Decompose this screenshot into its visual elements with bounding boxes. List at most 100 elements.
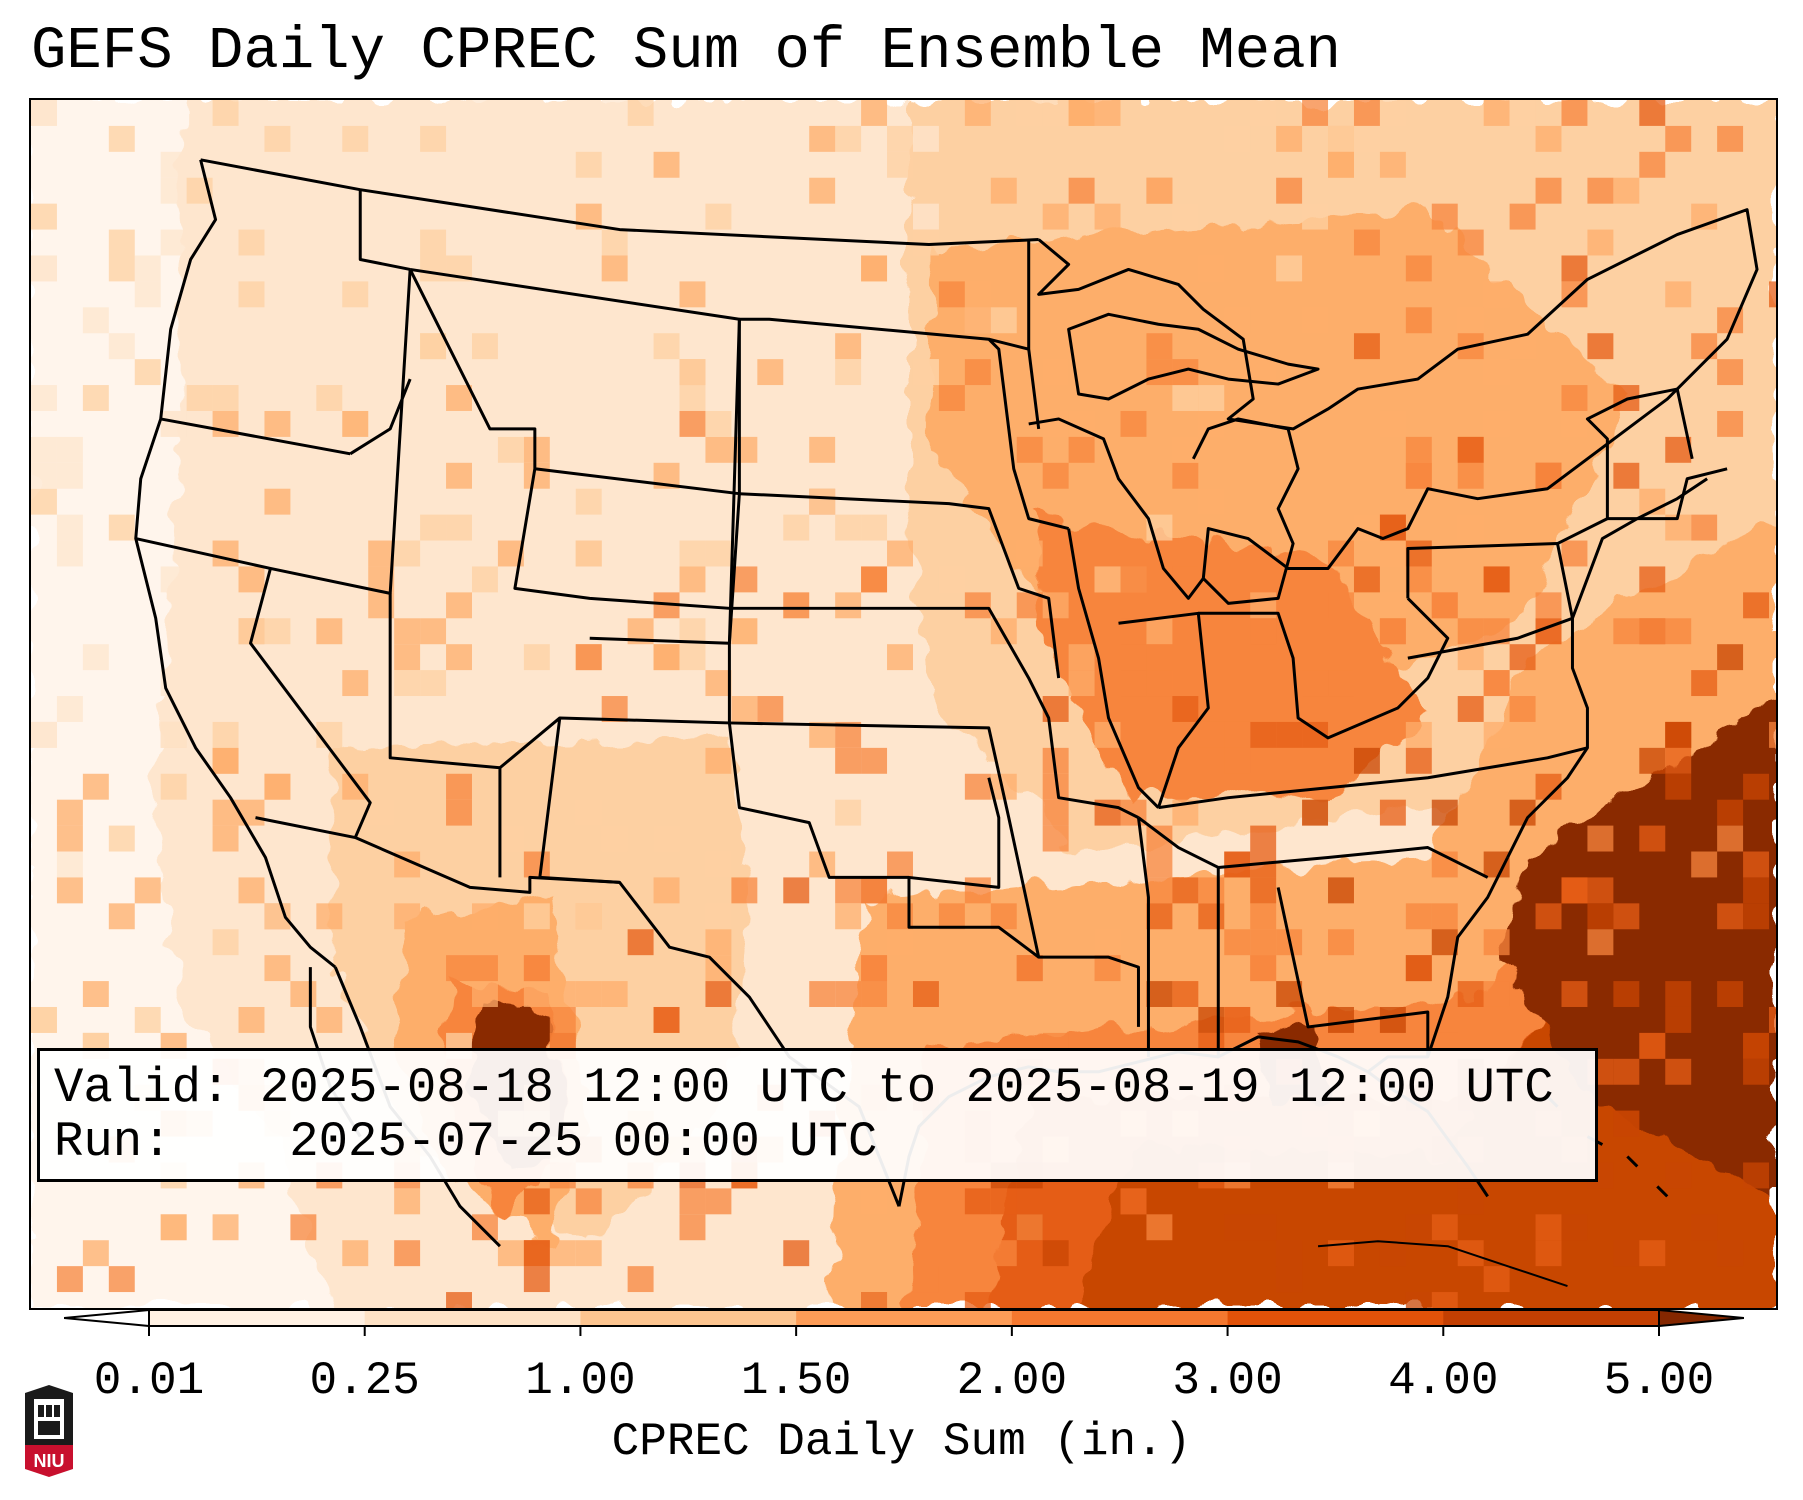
precip-cell xyxy=(56,877,83,904)
precip-cell xyxy=(1042,410,1069,437)
precip-cell xyxy=(783,229,810,256)
precip-cell xyxy=(1587,177,1614,204)
precip-cell xyxy=(887,851,913,878)
precip-cell xyxy=(497,825,524,852)
precip-cell xyxy=(368,229,395,256)
precip-cell xyxy=(134,359,161,386)
precip-cell xyxy=(1665,1006,1692,1033)
precip-cell xyxy=(1172,877,1199,904)
map-title: GEFS Daily CPREC Sum of Ensemble Mean xyxy=(31,18,1342,85)
precip-cell xyxy=(160,177,187,204)
precip-cell xyxy=(1172,566,1199,593)
precip-cell xyxy=(964,773,991,800)
precip-cell xyxy=(964,100,991,126)
precip-cell xyxy=(108,229,135,256)
colorbar-tick-label: 5.00 xyxy=(1603,1355,1715,1407)
precip-cell xyxy=(1405,955,1432,982)
precip-cell xyxy=(1276,255,1303,282)
precip-cell xyxy=(1405,307,1432,334)
precip-cell xyxy=(835,747,862,774)
precip-cell xyxy=(938,566,965,593)
precip-cell xyxy=(212,488,239,515)
precip-cell xyxy=(1457,514,1484,541)
precip-cell xyxy=(887,151,913,178)
precip-cell xyxy=(887,125,913,152)
precip-cell xyxy=(938,281,965,308)
precip-cell xyxy=(549,203,576,230)
precip-cell xyxy=(1743,773,1770,800)
precip-cell xyxy=(1535,903,1562,930)
precip-cell xyxy=(446,644,472,671)
precip-cell xyxy=(1769,1006,1776,1033)
state-line xyxy=(988,239,1041,430)
precip-cell xyxy=(368,540,395,567)
precip-cell xyxy=(835,981,862,1007)
colorbar-bin xyxy=(149,1310,366,1326)
precip-cell xyxy=(420,125,447,152)
precip-cell xyxy=(82,307,109,334)
precip-cell xyxy=(134,255,161,282)
precip-cell xyxy=(1198,385,1225,411)
precip-cell xyxy=(108,255,135,282)
precip-cell xyxy=(1743,1162,1770,1189)
precip-cell xyxy=(990,1188,1017,1215)
precip-cell xyxy=(1613,177,1640,204)
precip-cell xyxy=(316,255,343,282)
precip-cell xyxy=(1379,618,1406,645)
precip-cell xyxy=(316,903,343,930)
precip-cell xyxy=(1691,851,1718,878)
precip-cell xyxy=(964,592,991,619)
precip-cell xyxy=(420,514,447,541)
precip-cell xyxy=(1405,1214,1432,1241)
precip-cell xyxy=(134,877,161,904)
precip-cell xyxy=(264,203,291,230)
precip-cell xyxy=(1535,592,1562,619)
precip-cell xyxy=(653,1006,680,1033)
precip-cell xyxy=(1094,203,1121,230)
precip-cell xyxy=(1717,644,1744,671)
precip-cell xyxy=(1328,670,1354,697)
precip-cell xyxy=(1509,696,1536,722)
precip-cell xyxy=(1250,618,1277,645)
precip-cell xyxy=(238,799,265,826)
precip-cell xyxy=(471,903,498,930)
precip-cell xyxy=(1561,877,1588,904)
precip-cell xyxy=(1743,903,1770,930)
precip-cell xyxy=(679,566,706,593)
precip-cell xyxy=(446,955,472,982)
precip-cell xyxy=(342,281,369,308)
precip-cell xyxy=(238,281,265,308)
precip-cell xyxy=(186,436,213,463)
precip-cell xyxy=(1379,1006,1406,1033)
precip-cell xyxy=(523,462,550,489)
precip-cell xyxy=(523,644,550,671)
precip-cell xyxy=(1691,333,1718,360)
precip-cell xyxy=(783,877,810,904)
precip-cell xyxy=(1042,203,1069,230)
precip-cell xyxy=(783,1240,810,1267)
precip-cell xyxy=(938,903,965,930)
precip-cell xyxy=(394,540,421,567)
precip-cell xyxy=(471,333,498,360)
precip-cell xyxy=(1016,592,1043,619)
precip-cell xyxy=(1691,670,1718,697)
precip-cell xyxy=(1379,592,1406,619)
run-label: Run: xyxy=(54,1114,172,1170)
precip-cell xyxy=(1717,125,1744,152)
precip-cell xyxy=(575,151,602,178)
precip-cell xyxy=(679,385,706,411)
precip-cell xyxy=(1613,903,1640,930)
colorbar-bin xyxy=(1443,1310,1660,1326)
precip-cell xyxy=(1094,100,1121,126)
colorbar-tick-label: 0.01 xyxy=(93,1355,205,1407)
precip-cell xyxy=(1535,1240,1562,1267)
state-line xyxy=(739,317,1069,531)
precip-cell xyxy=(238,877,265,904)
state-line xyxy=(907,877,1040,959)
valid-row: Valid: 2025-08-18 12:00 UTC to 2025-08-1… xyxy=(54,1061,1581,1115)
precip-cell xyxy=(368,799,395,826)
precip-cell xyxy=(835,877,862,904)
precip-cell xyxy=(938,385,965,411)
precip-cell xyxy=(1405,1292,1432,1308)
precip-cell xyxy=(446,385,472,411)
